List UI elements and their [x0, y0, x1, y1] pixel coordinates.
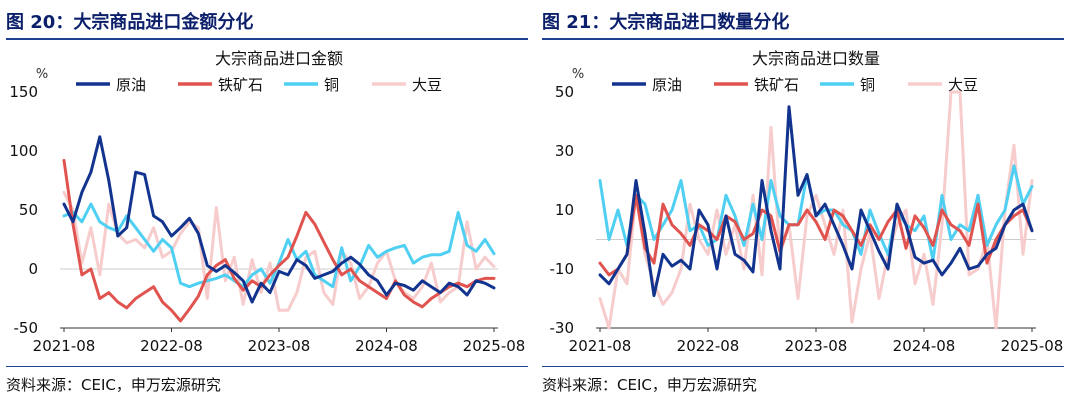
- y-tick-label: 150: [9, 83, 38, 101]
- y-tick-label: 10: [555, 201, 574, 219]
- series-line-ch1-3: [598, 90, 1034, 330]
- figure-title: 图 20：大宗商品进口金额分化: [6, 12, 254, 33]
- x-tick-label: 2025-08: [463, 337, 526, 355]
- legend-label: 铜: [860, 76, 875, 94]
- x-tick-label: 2023-08: [248, 337, 311, 355]
- y-tick-label: 0: [28, 260, 38, 278]
- source-note: 资料来源：CEIC，申万宏源研究: [542, 376, 757, 394]
- x-tick-label: 2025-08: [1001, 337, 1064, 355]
- series-line-ch0-3: [62, 190, 496, 312]
- footer-rule: [542, 366, 1064, 367]
- figure-panel-amount: 图 20：大宗商品进口金额分化 大宗商品进口金额% 原油 铁矿石 铜 大豆 -50 0 50 1…: [6, 0, 536, 408]
- x-tick-label: 2023-08: [785, 337, 848, 355]
- series-line-ch1-1: [598, 193, 1034, 277]
- chart-title: 大宗商品进口金额: [215, 49, 343, 68]
- series-line-ch1-0: [598, 105, 1034, 298]
- series-line-ch0-0: [62, 135, 496, 304]
- series-line-ch0-1: [62, 158, 496, 323]
- figure-title: 图 21：大宗商品进口数量分化: [542, 12, 790, 33]
- y-unit-label: %: [572, 67, 584, 82]
- legend-label: 大豆: [948, 76, 978, 94]
- y-unit-label: %: [36, 67, 48, 82]
- x-tick-label: 2021-08: [33, 337, 96, 355]
- y-tick-label: 30: [555, 142, 574, 160]
- import-volume-chart: 大宗商品进口数量% 原油 铁矿石 铜 大豆 -30 -10 10 30 50 2021-08 2022…: [550, 49, 1064, 355]
- source-note: 资料来源：CEIC，申万宏源研究: [6, 376, 221, 394]
- legend-label: 铜: [324, 76, 339, 94]
- figure-panel-volume: 图 21：大宗商品进口数量分化 大宗商品进口数量% 原油 铁矿石 铜 大豆 -30 -10 1…: [542, 0, 1072, 408]
- legend-label: 原油: [116, 76, 146, 94]
- y-tick-label: 100: [9, 142, 38, 160]
- title-rule: [542, 38, 1064, 40]
- legend-label: 大豆: [412, 76, 442, 94]
- import-amount-chart: 大宗商品进口金额% 原油 铁矿石 铜 大豆 -50 0 50 100 150 2021-08 2022…: [9, 49, 526, 355]
- chart-title: 大宗商品进口数量: [752, 49, 880, 68]
- series-line-ch0-2: [62, 202, 496, 289]
- x-tick-label: 2021-08: [569, 337, 632, 355]
- legend-label: 铁矿石: [218, 76, 263, 94]
- title-rule: [6, 38, 528, 40]
- x-tick-label: 2022-08: [677, 337, 740, 355]
- y-tick-label: -10: [550, 260, 575, 278]
- x-tick-label: 2024-08: [355, 337, 418, 355]
- y-tick-label: -30: [550, 319, 575, 337]
- legend-label: 铁矿石: [754, 76, 799, 94]
- y-tick-label: 50: [555, 83, 574, 101]
- y-tick-label: -50: [14, 319, 39, 337]
- x-tick-label: 2024-08: [893, 337, 956, 355]
- y-tick-label: 50: [19, 201, 38, 219]
- footer-rule: [6, 366, 528, 367]
- legend-label: 原油: [652, 76, 682, 94]
- x-tick-label: 2022-08: [140, 337, 203, 355]
